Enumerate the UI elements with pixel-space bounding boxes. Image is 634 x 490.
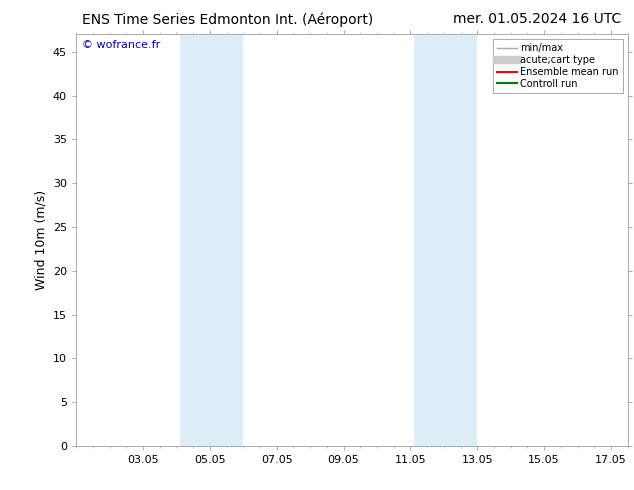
Legend: min/max, acute;cart type, Ensemble mean run, Controll run: min/max, acute;cart type, Ensemble mean … — [493, 39, 623, 93]
Text: © wofrance.fr: © wofrance.fr — [82, 41, 160, 50]
Bar — [179, 34, 243, 446]
Text: mer. 01.05.2024 16 UTC: mer. 01.05.2024 16 UTC — [453, 12, 621, 26]
Bar — [414, 34, 477, 446]
Y-axis label: Wind 10m (m/s): Wind 10m (m/s) — [34, 190, 48, 290]
Text: ENS Time Series Edmonton Int. (Aéroport): ENS Time Series Edmonton Int. (Aéroport) — [82, 12, 373, 27]
